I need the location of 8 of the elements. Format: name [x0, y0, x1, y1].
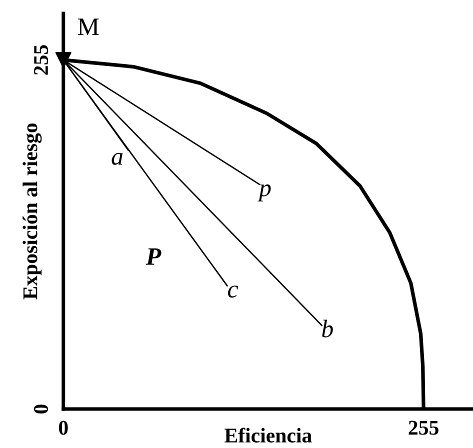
annotation: a	[112, 152, 123, 165]
x-axis-title: Eficiencia	[224, 428, 312, 443]
annotation: c	[228, 286, 238, 298]
y-axis-title: Exposición al riesgo	[22, 123, 42, 300]
annotation: P	[146, 248, 162, 265]
annotation: p	[258, 184, 271, 202]
annotation: b	[322, 320, 333, 338]
annotation: M	[78, 18, 99, 35]
